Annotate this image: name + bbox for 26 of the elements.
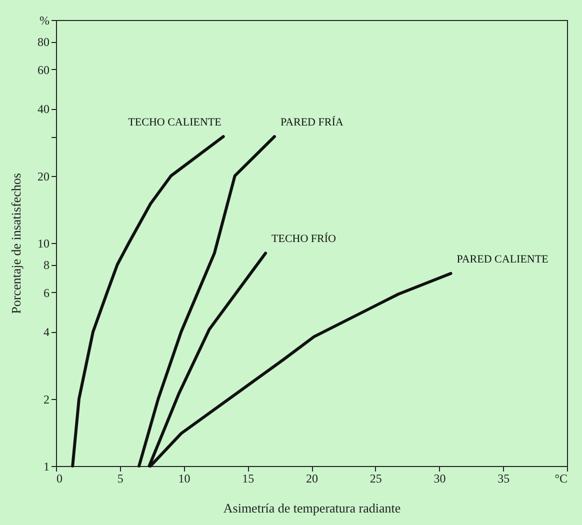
x-tick-label: 0 bbox=[56, 472, 62, 486]
y-tick-label: 8 bbox=[44, 258, 50, 272]
y-tick-label: 20 bbox=[38, 169, 50, 184]
x-tick-label: 5 bbox=[117, 472, 124, 486]
y-tick-label: % bbox=[40, 14, 50, 28]
series-label: TECHO CALIENTE bbox=[128, 116, 222, 129]
x-tick-label: °C bbox=[554, 472, 568, 486]
y-tick-label: 2 bbox=[44, 392, 50, 406]
x-tick-label: 15 bbox=[242, 472, 254, 486]
series-label: TECHO FRÍO bbox=[272, 232, 336, 246]
y-tick-label: 10 bbox=[38, 236, 50, 250]
series-label: PARED CALIENTE bbox=[456, 253, 549, 266]
x-tick-label: 30 bbox=[434, 472, 446, 486]
x-tick-label: 20 bbox=[306, 472, 318, 486]
x-tick-label: 35 bbox=[498, 472, 510, 486]
y-tick-label: 60 bbox=[38, 62, 50, 77]
y-axis-title: Porcentaje de insatisfechos bbox=[8, 173, 24, 314]
y-tick-label: 1 bbox=[44, 460, 50, 474]
y-tick-label: 4 bbox=[44, 325, 50, 340]
y-tick-label: 40 bbox=[38, 102, 50, 116]
y-tick-label: 80 bbox=[38, 35, 50, 50]
x-axis-title: Asimetría de temperatura radiante bbox=[223, 500, 401, 516]
x-tick-label: 10 bbox=[178, 472, 190, 486]
y-tick-label: 6 bbox=[44, 286, 50, 300]
x-tick-label: 25 bbox=[370, 472, 382, 486]
series-label: PARED FRÍA bbox=[280, 116, 344, 129]
